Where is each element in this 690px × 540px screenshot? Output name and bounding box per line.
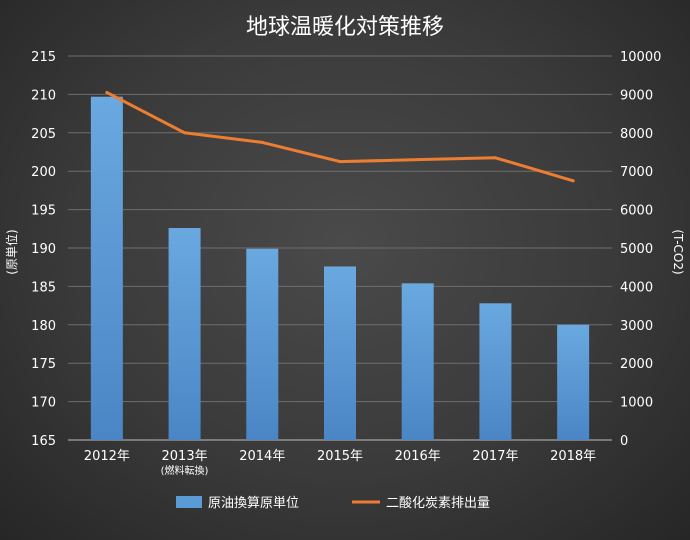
line-series [105, 90, 575, 183]
y-right-tick-label: 5000 [620, 242, 653, 257]
y-axis-right: 1000090008000700060005000400030002000100… [620, 50, 661, 449]
y-right-tick-label: 3000 [620, 319, 653, 334]
bar [401, 283, 434, 440]
legend: 原油換算原単位 二酸化炭素排出量 [176, 495, 490, 511]
bar-layer [90, 96, 590, 440]
y-axis-left: 215 210 205 200 195 190 185 180 175 170 165 [31, 50, 56, 449]
y-right-tick-label: 4000 [620, 280, 653, 295]
line-layer [105, 90, 575, 183]
x-tick-label: 2013年 [162, 449, 208, 464]
y-left-tick-label: 195 [31, 204, 56, 219]
line-point [416, 158, 420, 162]
line-point [571, 179, 575, 183]
bar [324, 266, 356, 440]
line-point [105, 90, 109, 94]
line-point [493, 156, 497, 160]
x-tick-sublabel: (燃料転換) [161, 464, 209, 477]
y-left-tick-label: 170 [31, 396, 56, 411]
y-left-tick-label: 205 [31, 127, 56, 142]
x-tick-label: 2015年 [317, 449, 363, 464]
y-left-tick-label: 210 [31, 88, 56, 103]
chart-title: 地球温暖化対策推移 [246, 15, 444, 40]
y-left-tick-label: 190 [31, 242, 56, 257]
line-point [338, 160, 342, 164]
y-axis-right-title: (T-CO2) [671, 229, 685, 274]
y-left-tick-label: 165 [31, 434, 56, 449]
bar [557, 324, 590, 440]
y-left-tick-label: 200 [31, 165, 56, 180]
x-tick-label: 2014年 [239, 449, 285, 464]
y-right-tick-label: 10000 [620, 50, 661, 65]
line-point [183, 131, 187, 135]
y-axis-left-title: (原単位) [4, 229, 19, 274]
y-right-tick-label: 0 [620, 434, 628, 449]
legend-label-line: 二酸化炭素排出量 [386, 496, 490, 511]
bar [168, 228, 201, 440]
x-tick-label: 2016年 [395, 449, 441, 464]
x-tick-label: 2018年 [550, 449, 596, 464]
y-left-tick-label: 180 [31, 319, 56, 334]
y-left-tick-label: 215 [31, 50, 56, 65]
y-right-tick-label: 2000 [620, 357, 653, 372]
y-left-tick-label: 185 [31, 280, 56, 295]
y-left-tick-label: 175 [31, 357, 56, 372]
bar [90, 96, 123, 440]
x-tick-label: 2017年 [472, 449, 518, 464]
bar [246, 248, 279, 440]
x-axis: 2012年 2013年(燃料転換) 2014年 2015年 2016年 2017年 2018… [84, 449, 596, 477]
y-right-tick-label: 9000 [620, 88, 653, 103]
line-point [260, 140, 264, 144]
x-tick-label: 2012年 [84, 449, 130, 464]
y-right-tick-label: 1000 [620, 396, 653, 411]
y-right-tick-label: 6000 [620, 204, 653, 219]
legend-label-bar: 原油換算原単位 [208, 495, 299, 511]
legend-swatch-bar [176, 496, 202, 508]
bar [479, 303, 512, 440]
y-right-tick-label: 8000 [620, 127, 653, 142]
y-right-tick-label: 7000 [620, 165, 653, 180]
